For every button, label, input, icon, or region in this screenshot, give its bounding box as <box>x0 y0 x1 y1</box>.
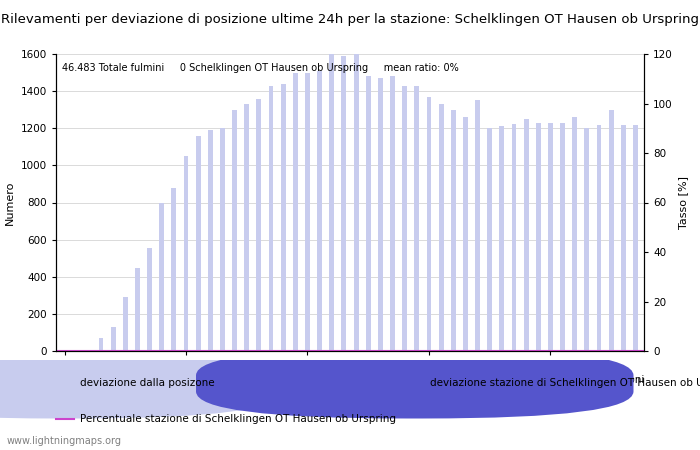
Bar <box>366 76 371 351</box>
Bar <box>536 123 540 351</box>
Bar <box>548 123 553 351</box>
Bar <box>232 110 237 351</box>
Y-axis label: Tasso [%]: Tasso [%] <box>678 176 688 229</box>
Bar <box>183 156 188 351</box>
Bar <box>122 297 127 351</box>
Bar <box>111 327 116 351</box>
Text: deviazione dalla posizone: deviazione dalla posizone <box>80 378 215 388</box>
Bar <box>317 71 322 351</box>
Text: Rilevamenti per deviazione di posizione ultime 24h per la stazione: Schelklingen: Rilevamenti per deviazione di posizione … <box>1 14 699 27</box>
Bar <box>329 54 334 351</box>
Y-axis label: Numero: Numero <box>5 180 15 225</box>
FancyBboxPatch shape <box>0 348 284 418</box>
Bar <box>147 248 152 351</box>
Bar <box>378 78 383 351</box>
Bar <box>256 99 261 351</box>
Bar <box>281 84 286 351</box>
Bar <box>293 72 297 351</box>
Bar <box>451 110 456 351</box>
Bar <box>402 86 407 351</box>
Bar <box>512 124 517 351</box>
FancyBboxPatch shape <box>196 348 634 418</box>
Bar <box>463 117 468 351</box>
Bar <box>390 76 395 351</box>
Bar <box>208 130 213 351</box>
Bar <box>135 268 140 351</box>
Text: Deviazioni: Deviazioni <box>589 375 644 385</box>
Bar <box>244 104 249 351</box>
Bar <box>426 97 431 351</box>
Bar <box>609 110 614 351</box>
Text: 46.483 Totale fulmini     0 Schelklingen OT Hausen ob Urspring     mean ratio: 0: 46.483 Totale fulmini 0 Schelklingen OT … <box>62 63 458 73</box>
Text: www.lightningmaps.org: www.lightningmaps.org <box>7 436 122 446</box>
Bar <box>196 135 201 351</box>
Bar <box>342 56 346 351</box>
Text: Percentuale stazione di Schelklingen OT Hausen ob Urspring: Percentuale stazione di Schelklingen OT … <box>80 414 396 423</box>
Bar <box>596 125 601 351</box>
Bar <box>414 86 419 351</box>
Text: deviazione stazione di Schelklingen OT Hausen ob Urspring: deviazione stazione di Schelklingen OT H… <box>430 378 700 388</box>
Bar <box>99 338 104 351</box>
Bar <box>633 125 638 351</box>
Bar <box>560 123 565 351</box>
Bar <box>160 202 164 351</box>
Bar <box>305 72 310 351</box>
Bar <box>573 117 577 351</box>
Bar <box>220 128 225 351</box>
Bar <box>172 188 176 351</box>
Bar <box>621 126 626 351</box>
Bar <box>499 126 504 351</box>
Bar <box>269 86 274 351</box>
Bar <box>524 119 528 351</box>
Bar <box>475 100 480 351</box>
Bar <box>584 128 589 351</box>
Bar <box>439 104 444 351</box>
Bar <box>487 128 492 351</box>
Bar <box>354 54 358 351</box>
